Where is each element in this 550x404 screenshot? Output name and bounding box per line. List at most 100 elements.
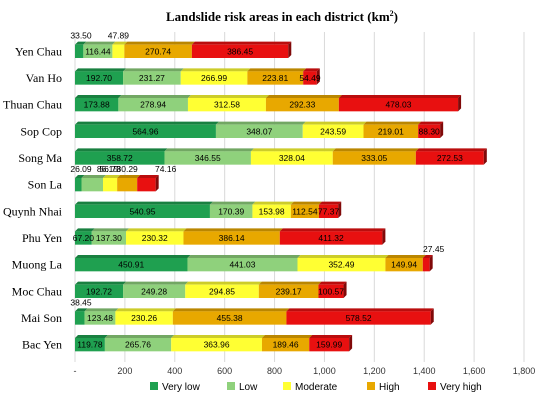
bar-segment <box>279 231 383 245</box>
chart-title: Landslide risk areas in each district (k… <box>166 9 398 24</box>
bar-segment <box>302 124 364 138</box>
bar-segment <box>258 284 319 298</box>
bar-segment <box>81 178 103 192</box>
bar-segment <box>265 98 339 112</box>
data-label: 265.76 <box>125 340 151 350</box>
bar-segment <box>385 258 423 272</box>
data-label: 33.50 <box>70 31 92 41</box>
category-label: Phu Yen <box>22 231 62 245</box>
bar-top-face <box>123 281 189 285</box>
bar-top-face <box>75 95 122 98</box>
bar-segment <box>75 204 210 218</box>
data-label: 137.30 <box>96 233 122 243</box>
bar-top-face <box>118 95 191 98</box>
category-label: Sop Cop <box>20 124 62 138</box>
bar-segment <box>126 231 184 245</box>
bar-top-face <box>265 95 342 98</box>
category-label: Mai Son <box>21 311 62 325</box>
bar-top-face <box>415 148 487 152</box>
data-label: 159.99 <box>316 340 342 350</box>
data-label: 333.05 <box>361 153 387 163</box>
bar-top-face <box>91 228 130 232</box>
bar-top-face <box>258 281 322 285</box>
x-tick-label: 800 <box>267 366 282 376</box>
bar-segment <box>123 71 181 85</box>
bar-top-face <box>332 148 419 152</box>
x-tick-label: 1,000 <box>313 366 336 376</box>
x-axis-ticks: - 200 400 600 800 1,000 1,200 1,400 1,600 1,800 <box>74 366 536 376</box>
bar-segment <box>117 178 138 192</box>
data-label: 170.39 <box>218 206 244 216</box>
bar-segment <box>303 71 317 85</box>
x-tick-label: 200 <box>117 366 132 376</box>
bar-segment <box>75 178 82 192</box>
x-tick-label: 1,800 <box>513 366 536 376</box>
bar-segment <box>209 204 253 218</box>
data-label: 26.09 <box>70 164 92 174</box>
legend-label: Very high <box>440 382 482 393</box>
data-label: 450.91 <box>118 260 144 270</box>
bar-end-face <box>430 308 434 325</box>
data-label: 328.04 <box>279 153 305 163</box>
bar-segment <box>75 284 124 298</box>
bar-top-face <box>102 175 121 178</box>
data-label: 363.96 <box>204 340 230 350</box>
bar-top-face <box>303 68 320 72</box>
bar-top-face <box>302 121 367 125</box>
bar-end-face <box>288 41 292 58</box>
legend-label: Very low <box>162 382 201 393</box>
bar-top-face <box>209 201 256 205</box>
bar-top-face <box>252 201 294 205</box>
bar-segment <box>286 311 431 325</box>
bar-top-face <box>123 68 184 72</box>
data-label: 578.52 <box>346 313 372 323</box>
x-tick-label: 400 <box>167 366 182 376</box>
data-label: 189.46 <box>273 340 299 350</box>
bar-top-face <box>117 175 141 178</box>
bar-top-face <box>247 68 307 72</box>
bar-top-face <box>363 121 422 125</box>
bar-top-face <box>115 308 176 312</box>
bar-segment <box>252 204 291 218</box>
bar-top-face <box>187 95 269 98</box>
category-label: Son La <box>28 178 63 192</box>
category-label: Bac Yen <box>22 338 62 352</box>
data-label: 411.32 <box>318 233 344 243</box>
bar-end-face <box>343 281 347 298</box>
bar-segment <box>309 338 350 352</box>
bar-end-face <box>349 335 353 352</box>
bar-top-face <box>418 121 444 125</box>
bar-segment <box>297 258 386 272</box>
bar-top-face <box>75 308 88 312</box>
legend: Very low Low Moderate High Very high <box>150 382 482 393</box>
bar-top-face <box>75 281 127 285</box>
bar-top-face <box>171 335 265 338</box>
bar-end-face <box>155 175 159 192</box>
bar-top-face <box>124 41 195 45</box>
bar-top-face <box>75 228 95 232</box>
data-label: 386.14 <box>219 233 245 243</box>
data-label: 112.54 <box>292 206 318 216</box>
bar-segment <box>318 284 344 298</box>
chart-title-text: Landslide risk areas in each district (k… <box>166 9 390 24</box>
x-tick-label: 600 <box>217 366 232 376</box>
bar-top-face <box>385 255 426 258</box>
bar-top-face <box>185 281 262 285</box>
legend-label: High <box>379 382 400 393</box>
data-label: 80.29 <box>117 164 139 174</box>
bar-segment <box>75 338 105 352</box>
bar-segment <box>422 258 430 272</box>
bar-segment <box>75 151 165 165</box>
bar-top-face <box>318 201 342 205</box>
data-label: 292.33 <box>289 100 315 110</box>
bar-segment <box>338 98 459 112</box>
data-label: 352.49 <box>328 260 354 270</box>
bar-top-face <box>279 228 386 232</box>
data-label: 100.57 <box>318 286 344 296</box>
bar-top-face <box>75 41 87 45</box>
bar-top-face <box>75 335 108 338</box>
data-label: 38.45 <box>70 297 92 307</box>
bar-segment <box>137 178 156 192</box>
bar-top-face <box>81 175 106 178</box>
data-label: 27.45 <box>423 244 445 254</box>
